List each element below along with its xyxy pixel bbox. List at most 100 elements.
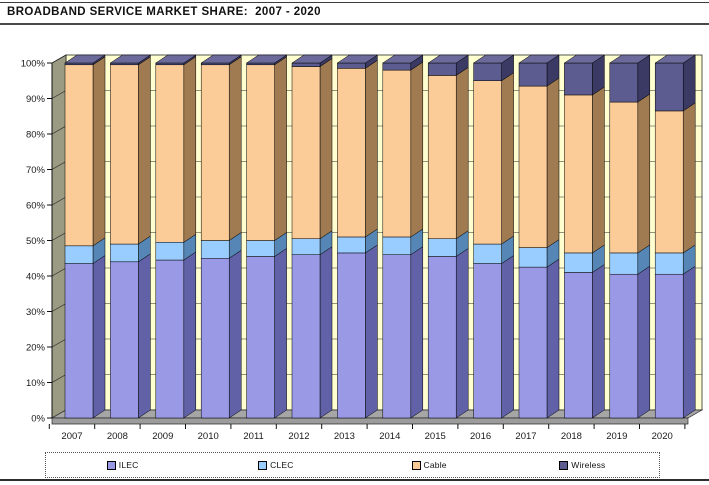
bar-segment-side-ilec <box>455 248 469 419</box>
bar-segment-ilec <box>155 259 185 419</box>
bar-segment-clec <box>64 245 94 264</box>
bar-segment-clec <box>337 236 366 254</box>
bar-top-face <box>291 54 333 64</box>
bar-2015 <box>427 54 470 419</box>
bar-2012 <box>291 54 333 419</box>
bar-top-face <box>64 54 106 64</box>
bar-2009 <box>154 54 197 419</box>
bar-segment-ilec <box>427 256 457 419</box>
bar-segment-side-cable <box>501 72 514 245</box>
bar-top-face <box>245 54 288 64</box>
bar-segment-cable <box>110 64 139 245</box>
bar-segment-wireless <box>337 62 366 69</box>
bar-segment-clec <box>200 240 230 259</box>
legend-label: ILEC <box>118 460 139 470</box>
side-wall-gridline <box>51 90 67 99</box>
chart-floor-front <box>51 417 689 425</box>
bar-segment-cable <box>246 64 275 241</box>
bar-segment-wireless <box>382 62 412 71</box>
bar-top-face <box>563 54 606 64</box>
page-title: BROADBAND SERVICE MARKET SHARE: 2007 - 2… <box>7 6 321 18</box>
y-axis-label: 40% <box>26 272 46 283</box>
bar-segment-side-ilec <box>274 248 287 419</box>
bar-segment-ilec <box>473 263 502 419</box>
bar-segment-clec <box>291 238 321 255</box>
bar-segment-side-ilec <box>92 255 106 419</box>
bar-segment-side-cable <box>274 56 287 241</box>
bar-segment-ilec <box>291 254 321 419</box>
legend-label: CLEC <box>270 460 294 470</box>
side-wall-gridline <box>51 54 67 64</box>
bar-segment-clec <box>155 242 185 261</box>
x-axis-label-2008: 2008 <box>107 431 128 442</box>
bar-segment-cable <box>518 85 548 248</box>
legend-swatch-ilec <box>106 460 116 470</box>
bar-segment-wireless <box>427 62 457 76</box>
bar-top-face <box>336 54 379 64</box>
bar-segment-side-ilec <box>410 246 424 419</box>
y-axis-label: 80% <box>26 130 46 141</box>
bar-segment-cable <box>564 94 593 254</box>
bar-segment-ilec <box>518 266 548 419</box>
legend-item-clec: CLEC <box>199 460 352 470</box>
y-axis-label: 10% <box>26 378 46 389</box>
x-axis-label-2016: 2016 <box>470 431 491 442</box>
legend-swatch-wireless <box>559 460 569 470</box>
bar-segment-clec <box>473 243 502 264</box>
bar-segment-side-ilec <box>682 265 696 419</box>
x-axis-label-2015: 2015 <box>425 431 446 442</box>
bar-2007 <box>64 54 106 419</box>
chart-legend: ILEC CLEC Cable Wireless <box>45 452 660 478</box>
bar-segment-side-cable <box>410 61 424 238</box>
bar-segment-ilec <box>654 273 684 419</box>
bar-2011 <box>245 54 288 419</box>
bar-segment-side-ilec <box>138 253 151 419</box>
x-axis-label-2013: 2013 <box>334 431 355 442</box>
bar-top-face <box>200 54 243 64</box>
x-axis-label-2014: 2014 <box>379 431 400 442</box>
bar-segment-ilec <box>609 273 639 419</box>
bar-segment-ilec <box>64 263 94 419</box>
bar-segment-ilec <box>110 261 139 419</box>
bar-segment-wireless <box>291 62 321 67</box>
bar-segment-side-cable <box>138 56 151 245</box>
bar-top-face <box>427 54 470 64</box>
bar-segment-side-ilec <box>637 265 651 419</box>
y-axis-label: 70% <box>26 165 46 176</box>
bar-segment-side-ilec <box>183 251 197 419</box>
title-underline-rule <box>0 23 709 25</box>
bar-segment-side-ilec <box>365 244 378 419</box>
bar-segment-clec <box>564 252 593 273</box>
x-axis-label-2010: 2010 <box>198 431 219 442</box>
bar-segment-side-cable <box>92 56 106 247</box>
bar-segment-ilec <box>337 252 366 419</box>
bar-segment-side-cable <box>546 77 560 249</box>
side-wall-gridline <box>51 338 67 348</box>
bar-2019 <box>608 54 651 419</box>
bar-segment-ilec <box>382 254 412 419</box>
legend-label: Cable <box>423 460 447 470</box>
bar-segment-side-ilec <box>592 263 605 419</box>
bar-segment-cable <box>473 80 502 245</box>
x-axis-label-2011: 2011 <box>243 431 263 442</box>
bar-top-face <box>381 54 424 64</box>
bar-top-face <box>608 54 651 64</box>
bar-segment-side-cable <box>183 56 197 243</box>
bar-segment-side-wireless <box>682 54 696 112</box>
chart-floor <box>50 409 704 419</box>
bar-2014 <box>381 54 424 419</box>
x-axis-label-2018: 2018 <box>561 431 582 442</box>
bar-segment-wireless <box>64 62 94 66</box>
side-wall-gridline <box>51 196 67 206</box>
bar-2020 <box>654 54 697 419</box>
bar-segment-clec <box>382 236 412 255</box>
bar-segment-wireless <box>110 62 139 66</box>
bar-segment-wireless <box>200 62 230 66</box>
bar-segment-wireless <box>609 62 639 103</box>
top-rule <box>0 2 709 3</box>
x-axis-label-2007: 2007 <box>61 431 82 442</box>
bar-segment-clec <box>427 238 457 257</box>
bar-segment-wireless <box>518 62 548 87</box>
bar-segment-cable <box>64 64 94 247</box>
